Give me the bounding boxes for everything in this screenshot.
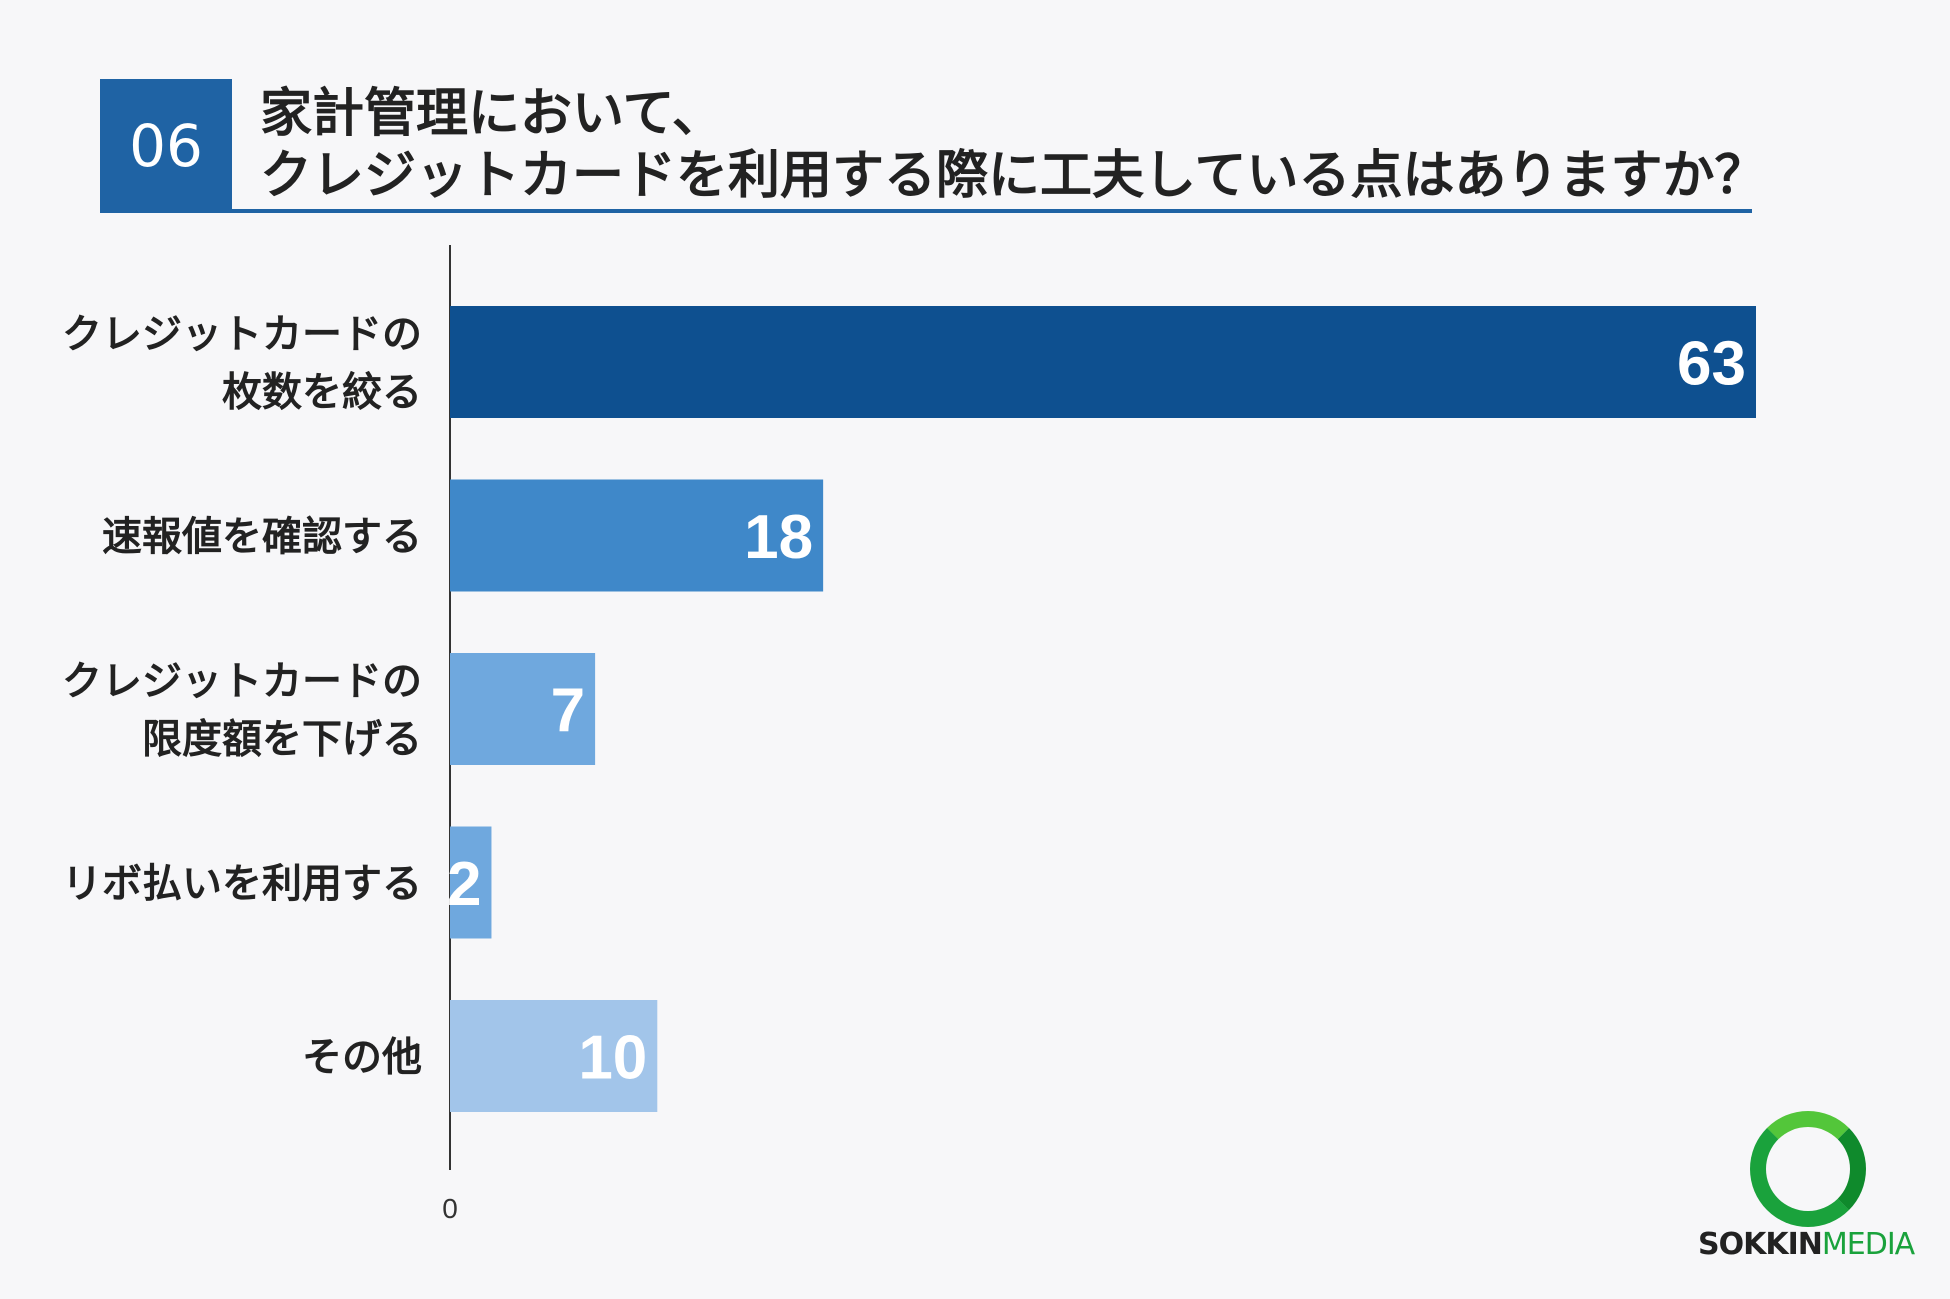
category-label-0-line-1: 枚数を絞る [222, 369, 422, 415]
title-underline [232, 209, 1752, 213]
category-label-3: リボ払いを利用する [62, 861, 422, 907]
category-label-4: その他 [302, 1034, 422, 1080]
logo-text: SOKKINMEDIA [1698, 1227, 1915, 1262]
chart-header: 06 家計管理において、 クレジットカードを利用する際に工夫している点はあります… [100, 79, 1766, 213]
bar-value-label-1: 18 [744, 503, 813, 572]
bar-1 [450, 479, 824, 592]
bar-0 [450, 306, 1756, 418]
logo-text-part1: SOKKIN [1698, 1227, 1823, 1262]
bar-3 [450, 826, 492, 939]
category-label-2-line-0: クレジットカードの [62, 658, 422, 704]
x-axis-tick-label-0: 0 [442, 1193, 458, 1224]
category-label-1-line-0: 速報値を確認する [102, 514, 422, 560]
category-label-2: クレジットカードの限度額を下げる [62, 658, 422, 762]
bar-value-label-0: 63 [1677, 329, 1746, 398]
chart-title-line-1: 家計管理において、 [260, 84, 724, 144]
chart-title: 家計管理において、 クレジットカードを利用する際に工夫している点はありますか？ [260, 83, 1766, 207]
category-label-4-line-0: その他 [302, 1034, 422, 1080]
chart-title-line-2: クレジットカードを利用する際に工夫している点はありますか？ [260, 146, 1767, 206]
category-label-3-line-0: リボ払いを利用する [62, 861, 422, 907]
category-label-0-line-0: クレジットカードの [62, 311, 422, 357]
bar-value-label-2: 7 [551, 676, 585, 745]
question-number-badge: 06 [100, 79, 232, 213]
sokkin-media-logo: SOKKINMEDIA [1690, 1105, 1920, 1265]
bar-value-label-3: 2 [447, 850, 481, 919]
category-label-2-line-1: 限度額を下げる [142, 716, 422, 762]
logo-text-part2: MEDIA [1821, 1227, 1915, 1262]
logo-ring-icon [1750, 1111, 1866, 1227]
category-label-1: 速報値を確認する [102, 514, 422, 560]
category-label-0: クレジットカードの枚数を絞る [62, 311, 422, 415]
bar-2 [450, 653, 596, 765]
bar-4 [450, 1000, 658, 1112]
bar-value-label-4: 10 [578, 1023, 647, 1092]
